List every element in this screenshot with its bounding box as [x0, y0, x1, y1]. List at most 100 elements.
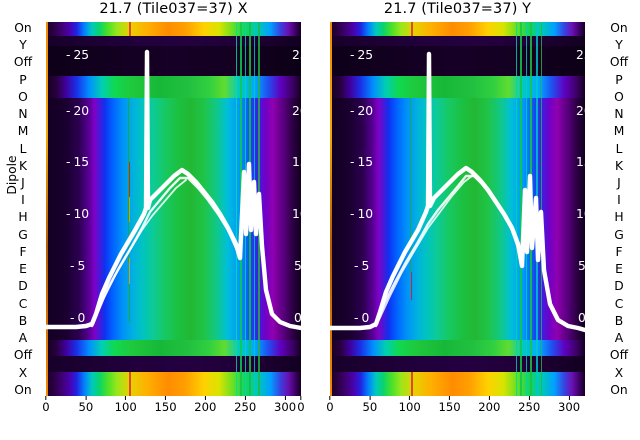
band-lower-spectral	[46, 340, 301, 356]
category-tick-left-18: A	[18, 331, 28, 346]
x-tick-label: 0	[297, 400, 305, 414]
band-upper-spectral	[330, 76, 585, 98]
category-tick-right-8: K	[614, 158, 624, 173]
band-upper-spectral	[46, 76, 301, 98]
category-tick-right-1: Y	[615, 38, 623, 53]
heatmap-panel-x[interactable]: -25 -20 -15 -10 -5 -0 25 20 15 10 5 0	[46, 22, 301, 396]
x-axis-panel-y: 0 50 100 150 200 250 300	[326, 396, 585, 430]
panel-title-x: 21.7 (Tile037=37) X	[99, 1, 248, 17]
category-tick-left-20: X	[18, 365, 28, 380]
band-dark-gap	[46, 46, 301, 76]
tick-mark-icon	[449, 396, 451, 400]
tick-mark-icon	[45, 396, 47, 400]
tick-mark-icon	[244, 396, 246, 400]
category-tick-right-5: N	[614, 107, 624, 122]
heatmap-panel-y[interactable]: -25 -20 -15 -10 -5 -0 25 20 15 10 5 0	[330, 22, 585, 396]
category-tick-left-11: H	[18, 210, 28, 225]
category-tick-left-4: O	[18, 89, 28, 104]
heatmap-image-y	[330, 22, 585, 396]
category-tick-left-10: I	[21, 193, 25, 208]
category-tick-right-2: Off	[609, 55, 629, 70]
tick-mark-icon	[568, 396, 570, 400]
panel-title-y: 21.7 (Tile037=37) Y	[383, 1, 532, 17]
category-tick-left-6: M	[17, 124, 29, 139]
category-tick-left-0: On	[14, 20, 32, 35]
x-tick-label: 100	[114, 400, 137, 414]
category-tick-left-5: N	[18, 107, 28, 122]
band-main-heatmap	[330, 98, 585, 340]
x-tick-label: 200	[478, 400, 501, 414]
category-tick-right-11: H	[614, 210, 624, 225]
band-dark-upper-a	[330, 36, 585, 46]
category-tick-left-15: D	[18, 279, 28, 294]
x-tick-x-250: 250	[234, 396, 256, 414]
tick-mark-icon	[409, 396, 411, 400]
category-tick-right-18: A	[614, 331, 624, 346]
band-top-spectral	[46, 22, 301, 36]
x-tick-x-300: 300	[274, 396, 296, 414]
tick-mark-icon	[165, 396, 167, 400]
x-tick-x-200: 200	[194, 396, 216, 414]
x-tick-label: 150	[154, 400, 177, 414]
x-tick-y-0: 0	[326, 396, 334, 414]
x-tick-y-50: 50	[362, 396, 377, 414]
band-dark-gap-2	[330, 356, 585, 372]
category-tick-left-21: On	[14, 382, 32, 397]
tick-mark-icon	[204, 396, 206, 400]
x-tick-label: 200	[194, 400, 217, 414]
category-tick-left-7: L	[19, 141, 27, 156]
x-tick-label: 50	[78, 400, 94, 414]
category-tick-left-9: J	[21, 175, 25, 190]
x-tick-label: 250	[518, 400, 541, 414]
category-tick-left-13: F	[19, 244, 27, 259]
tick-mark-icon	[329, 396, 331, 400]
category-tick-left-16: C	[18, 296, 28, 311]
category-tick-right-12: G	[614, 227, 624, 242]
band-dark-gap	[330, 46, 585, 76]
band-bottom-spectral	[46, 372, 301, 396]
category-tick-left-12: G	[18, 227, 28, 242]
category-tick-right-16: C	[614, 296, 624, 311]
x-tick-y-300: 300	[558, 396, 580, 414]
category-tick-right-15: D	[614, 279, 624, 294]
category-tick-left-17: B	[18, 313, 28, 328]
category-tick-right-6: M	[613, 124, 625, 139]
x-tick-label: 100	[398, 400, 421, 414]
x-tick-label: 300	[273, 400, 297, 414]
category-tick-left-1: Y	[19, 38, 27, 53]
x-tick-y-200: 200	[478, 396, 500, 414]
x-tick-y-250: 250	[518, 396, 540, 414]
category-tick-left-2: Off	[13, 55, 33, 70]
category-tick-right-0: On	[610, 20, 628, 35]
category-axis-left: On Y Off P O N M L K J I H G F E D C B A Off X On	[6, 22, 40, 396]
category-tick-right-21: On	[610, 382, 628, 397]
x-tick-y-150: 150	[438, 396, 461, 414]
band-dark-gap-2	[46, 356, 301, 372]
band-top-spectral	[330, 22, 585, 36]
category-tick-right-9: J	[617, 175, 621, 190]
tick-mark-icon	[369, 396, 371, 400]
x-tick-label: 300	[557, 400, 581, 414]
tick-mark-icon	[488, 396, 490, 400]
x-tick-label: 150	[438, 400, 461, 414]
tick-mark-icon	[300, 396, 302, 400]
tick-mark-icon	[125, 396, 127, 400]
category-tick-right-7: L	[615, 141, 623, 156]
x-tick-x-0: 0	[42, 396, 50, 414]
tick-mark-icon	[528, 396, 530, 400]
x-tick-label: 50	[362, 400, 378, 414]
x-tick-x-trailing: 0	[297, 396, 305, 414]
category-tick-right-10: I	[617, 193, 621, 208]
category-tick-left-8: K	[18, 158, 28, 173]
x-tick-label: 0	[42, 400, 50, 414]
band-dark-upper-a	[46, 36, 301, 46]
category-tick-right-13: F	[615, 244, 623, 259]
category-tick-right-3: P	[615, 72, 623, 87]
x-tick-x-150: 150	[154, 396, 177, 414]
category-tick-right-17: B	[614, 313, 624, 328]
heatmap-image-x	[46, 22, 301, 396]
x-tick-label: 0	[326, 400, 334, 414]
category-tick-left-19: Off	[13, 348, 33, 363]
category-tick-right-4: O	[614, 89, 624, 104]
